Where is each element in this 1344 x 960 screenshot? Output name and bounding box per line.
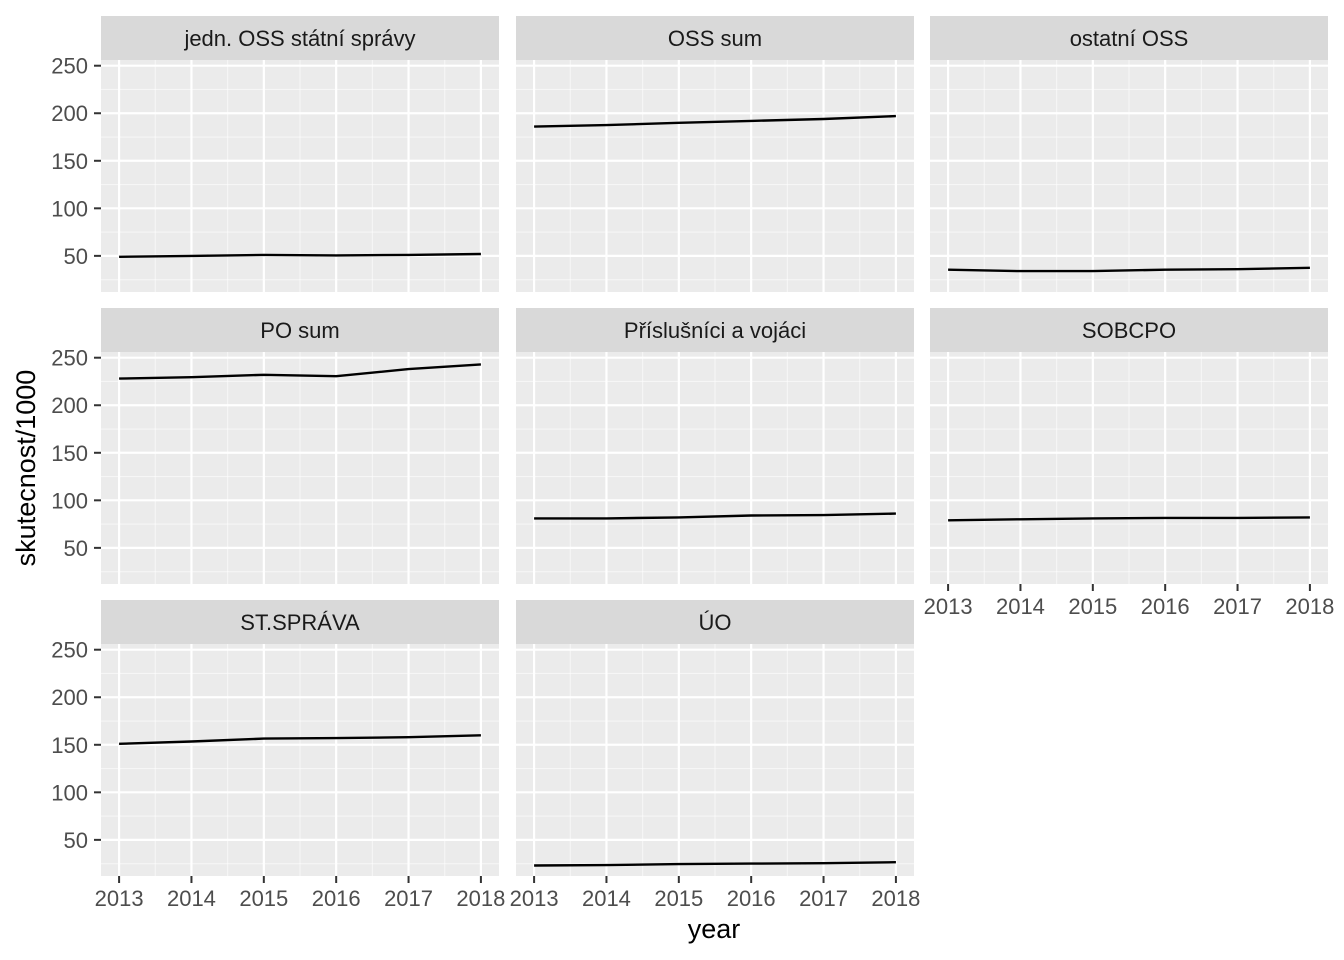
- x-tick-label: 2015: [239, 886, 288, 911]
- y-tick-label: 100: [51, 488, 88, 513]
- x-tick-label: 2014: [167, 886, 216, 911]
- y-tick-label: 250: [51, 54, 88, 79]
- y-tick-label: 150: [51, 149, 88, 174]
- facet-strip: [930, 16, 1328, 60]
- y-axis-title: skutecnost/1000: [11, 370, 41, 567]
- facet-title: SOBCPO: [1082, 318, 1176, 343]
- facet-panel: SOBCPO 2013 2014 2015 2016 2017 2018: [924, 308, 1334, 619]
- series-line: [119, 363, 481, 380]
- facet-title: OSS sum: [668, 26, 762, 51]
- x-tick-label: 2013: [95, 886, 144, 911]
- series-line: [534, 512, 896, 520]
- y-tick-label: 100: [51, 780, 88, 805]
- x-tick-label: 2018: [456, 886, 505, 911]
- y-tick-label: 250: [51, 346, 88, 371]
- x-tick-label: 2016: [727, 886, 776, 911]
- series-line: [534, 861, 896, 867]
- x-axis-title: year: [688, 914, 741, 944]
- series-line: [119, 734, 481, 745]
- facet-title: jedn. OSS státní správy: [183, 26, 415, 51]
- x-tick-label: 2018: [871, 886, 920, 911]
- facet-panel: ostatní OSS: [930, 16, 1328, 292]
- y-tick-label: 200: [51, 393, 88, 418]
- facet-strip: [101, 308, 499, 352]
- y-tick-label: 50: [64, 536, 88, 561]
- y-tick-label: 200: [51, 101, 88, 126]
- x-tick-label: 2015: [1068, 594, 1117, 619]
- x-tick-label: 2014: [582, 886, 631, 911]
- facet-title: ÚO: [699, 610, 732, 635]
- y-tick-label: 250: [51, 638, 88, 663]
- y-tick-label: 200: [51, 685, 88, 710]
- facet-title: ST.SPRÁVA: [240, 610, 360, 635]
- x-tick-label: 2017: [384, 886, 433, 911]
- facet-strip: [516, 16, 914, 60]
- x-tick-label: 2018: [1285, 594, 1334, 619]
- y-tick-label: 150: [51, 441, 88, 466]
- facet-panel: Příslušníci a vojáci: [516, 308, 914, 584]
- x-tick-label: 2015: [654, 886, 703, 911]
- x-tick-label: 2017: [799, 886, 848, 911]
- y-tick-label: 50: [64, 828, 88, 853]
- x-tick-label: 2016: [1141, 594, 1190, 619]
- x-tick-label: 2013: [924, 594, 973, 619]
- facet-panel: ST.SPRÁVA 50 100 150 200 250 2013 2014 2015 2016 2…: [51, 600, 505, 911]
- series-line: [948, 266, 1310, 273]
- series-line: [534, 114, 896, 128]
- facet-strip: [101, 16, 499, 60]
- y-tick-label: 100: [51, 196, 88, 221]
- x-tick-label: 2017: [1213, 594, 1262, 619]
- x-tick-label: 2014: [996, 594, 1045, 619]
- facet-panel: ÚO 2013 2014 2015 2016 2017 2018: [510, 600, 920, 911]
- facet-panel: PO sum 50 100 150 200 250: [51, 308, 499, 584]
- facet-title: ostatní OSS: [1070, 26, 1189, 51]
- x-tick-label: 2013: [510, 886, 559, 911]
- facet-title: PO sum: [260, 318, 339, 343]
- facet-strip: [516, 308, 914, 352]
- facet-panels: jedn. OSS státní správy 50 100 150 200 250 OSS…: [51, 16, 1334, 911]
- facet-strip: [101, 600, 499, 644]
- series-line: [119, 252, 481, 258]
- facet-panel: OSS sum: [516, 16, 914, 292]
- x-tick-label: 2016: [312, 886, 361, 911]
- y-tick-label: 50: [64, 244, 88, 269]
- facet-panel: jedn. OSS státní správy 50 100 150 200 250: [51, 16, 499, 292]
- facet-strip: [516, 600, 914, 644]
- y-tick-label: 150: [51, 733, 88, 758]
- facet-title: Příslušníci a vojáci: [624, 318, 806, 343]
- series-line: [948, 516, 1310, 522]
- facet-strip: [930, 308, 1328, 352]
